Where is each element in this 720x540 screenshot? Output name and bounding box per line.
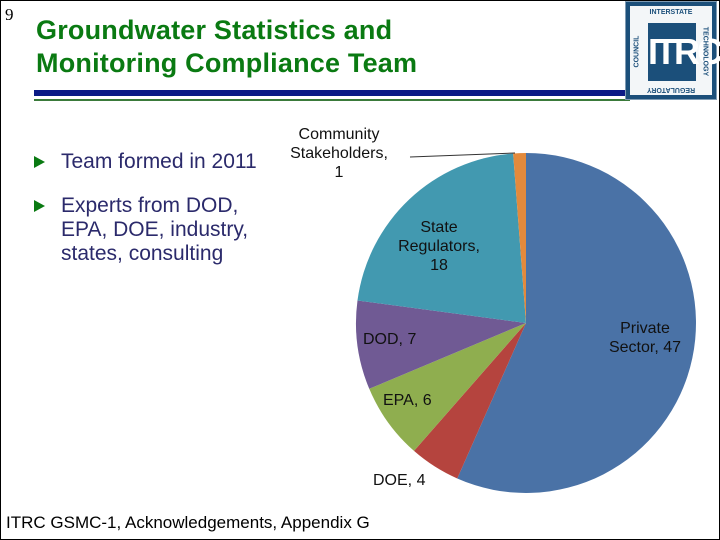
community-leader-line — [409, 152, 516, 158]
slide-title: Groundwater Statistics and Monitoring Co… — [36, 14, 417, 80]
itrc-logo: INTERSTATE COUNCIL ITRC TECHNOLOGY REGUL… — [625, 1, 720, 100]
label-line: Private — [620, 320, 670, 337]
label-state-regulators: State Regulators, 18 — [384, 218, 494, 275]
label-line: 18 — [430, 257, 448, 274]
label-line: State — [420, 219, 458, 236]
header-rule-green — [34, 99, 630, 101]
label-line: Regulators, — [398, 238, 480, 255]
bullet-item: Experts from DOD, EPA, DOE, industry, st… — [34, 194, 264, 266]
pie-slice-dod — [355, 300, 526, 389]
label-epa: EPA, 6 — [383, 392, 432, 409]
logo-text-top: INTERSTATE — [649, 9, 693, 16]
label-dod: DOD, 7 — [363, 331, 417, 348]
header-rule-blue — [34, 90, 629, 96]
pie-slice-community-stakeholders — [513, 153, 526, 323]
bullet-text: Team formed in 2011 — [61, 150, 257, 173]
bullet-arrow-icon — [34, 156, 45, 168]
logo-background: INTERSTATE COUNCIL ITRC TECHNOLOGY REGUL… — [630, 6, 720, 95]
label-doe: DOE, 4 — [373, 472, 426, 489]
footer-citation: ITRC GSMC-1, Acknowledgements, Appendix … — [6, 513, 370, 532]
pie-slices — [355, 153, 696, 493]
label-line: 1 — [334, 164, 344, 181]
bullet-arrow-icon — [34, 200, 45, 212]
pie-slice-state-regulators — [357, 153, 526, 323]
bullet-item: Team formed in 2011 — [34, 150, 264, 174]
pie-slice-epa — [369, 323, 526, 451]
title-line-2: Monitoring Compliance Team — [36, 48, 418, 78]
label-community-stakeholders: Community Stakeholders, 1 — [284, 125, 394, 182]
slide-number: 9 — [5, 5, 14, 24]
label-line: Sector, 47 — [608, 339, 682, 356]
bullet-text: Experts from DOD, EPA, DOE, industry, st… — [61, 194, 249, 265]
label-private-sector: Private Sector, 47 — [590, 319, 700, 357]
pie-slice-private-sector — [457, 153, 696, 493]
label-line: Stakeholders, — [290, 145, 388, 162]
title-line-1: Groundwater Statistics and — [36, 15, 393, 45]
bullet-list: Team formed in 2011 Experts from DOD, EP… — [34, 150, 264, 286]
label-line: Community — [298, 126, 380, 143]
pie-slice-doe — [414, 323, 526, 479]
